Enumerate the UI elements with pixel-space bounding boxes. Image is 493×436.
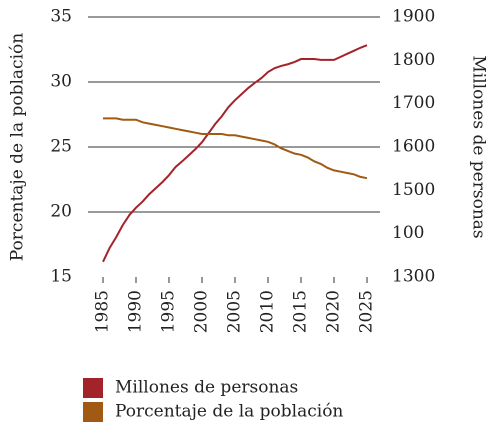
y2-tick-label: 1900 <box>392 7 435 27</box>
y2-tick-label: 1600 <box>392 137 435 157</box>
x-tick-label: 2015 <box>291 290 311 333</box>
y-tick-label: 15 <box>50 267 72 287</box>
x-tick-label: 1995 <box>159 290 179 333</box>
legend-swatch <box>83 378 103 398</box>
x-tick-label: 2005 <box>225 290 245 333</box>
y2-tick-label: 1500 <box>392 180 435 200</box>
line <box>102 44 368 263</box>
legend-swatch <box>83 402 103 422</box>
y-tick-label: 30 <box>50 72 72 92</box>
x-tick-label: 2020 <box>324 290 344 333</box>
line <box>103 117 368 180</box>
y-tick-label: 25 <box>50 137 72 157</box>
x-tick-label: 2000 <box>192 290 212 333</box>
x-tick-label: 1990 <box>126 290 146 333</box>
y-axis-title: Porcentaje de la población <box>8 33 28 261</box>
y-tick-label: 20 <box>50 202 72 222</box>
y2-tick-label: 1800 <box>392 50 435 70</box>
y2-tick-label: 100 <box>392 223 424 243</box>
x-tick-label: 1985 <box>93 290 113 333</box>
legend-label: Millones de personas <box>115 378 298 398</box>
y2-tick-label: 1300 <box>392 267 435 287</box>
y2-axis-title: Millones de personas <box>469 55 489 238</box>
legend-label: Porcentaje de la población <box>115 402 343 422</box>
x-tick-label: 2010 <box>258 290 278 333</box>
y-tick-label: 35 <box>50 7 72 27</box>
x-tick-label: 2025 <box>357 290 377 333</box>
y2-tick-label: 1700 <box>392 93 435 113</box>
